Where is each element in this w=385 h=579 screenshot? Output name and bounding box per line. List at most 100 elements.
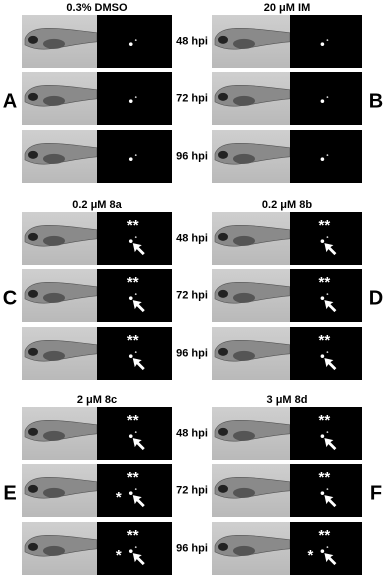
image-row: ** <box>22 327 172 380</box>
fluorescence-image <box>97 269 172 322</box>
fluorescent-spot <box>134 546 137 549</box>
fluorescent-spot <box>134 154 137 157</box>
panel-title: 20 μM IM <box>264 2 310 14</box>
fluorescence-image <box>97 522 172 575</box>
fluorescent-spot <box>128 296 133 300</box>
time-label: 48 hpi <box>176 427 208 439</box>
fluorescence-image <box>97 464 172 517</box>
panel-letter: B <box>369 90 383 112</box>
image-row: ** <box>22 407 172 460</box>
fish-yolk <box>43 235 65 246</box>
annotation: * <box>116 547 122 564</box>
fish-eye <box>218 542 228 551</box>
time-label: 72 hpi <box>176 289 208 301</box>
image-row <box>212 130 362 183</box>
fluorescent-spot <box>326 96 329 99</box>
fish-yolk <box>43 430 65 441</box>
fish-yolk <box>233 350 255 361</box>
fish-eye <box>28 150 38 159</box>
fluorescent-spot <box>134 293 137 296</box>
fluorescent-spot <box>128 239 133 243</box>
fluorescent-spot <box>128 42 133 46</box>
fluorescent-spot <box>326 431 329 434</box>
fish-yolk <box>233 545 255 556</box>
fish-yolk <box>43 38 65 49</box>
fish-yolk <box>233 235 255 246</box>
fluorescence-image <box>97 407 172 460</box>
arrow <box>132 438 145 451</box>
fish-yolk <box>233 95 255 106</box>
image-row <box>22 15 172 68</box>
image-row: ** <box>212 269 362 322</box>
fluorescent-spot <box>134 96 137 99</box>
arrow <box>324 553 337 566</box>
annotation: ** <box>319 527 331 544</box>
panel-letter: A <box>3 90 17 112</box>
fish-eye <box>218 232 228 241</box>
annotation: ** <box>319 412 331 429</box>
fish-eye <box>218 347 228 356</box>
fish-eye <box>28 484 38 493</box>
fish-yolk <box>43 350 65 361</box>
annotation: ** <box>127 412 139 429</box>
fluorescence-image <box>290 72 362 125</box>
arrow <box>324 438 337 451</box>
annotation: ** <box>319 217 331 234</box>
fluorescence-image <box>290 327 362 380</box>
fluorescence-image <box>97 212 172 265</box>
fluorescent-spot <box>128 549 133 553</box>
fish-eye <box>28 289 38 298</box>
fish-yolk <box>233 153 255 164</box>
time-label: 72 hpi <box>176 92 208 104</box>
time-label: 96 hpi <box>176 347 208 359</box>
fish-eye <box>218 150 228 159</box>
panel-title: 0.3% DMSO <box>66 2 128 14</box>
image-row <box>22 72 172 125</box>
panel-letter: D <box>369 287 383 309</box>
annotation: ** <box>319 274 331 291</box>
arrow <box>132 243 145 256</box>
arrow <box>132 495 145 508</box>
annotation: ** <box>319 332 331 349</box>
fluorescence-image <box>97 130 172 183</box>
fluorescence-image <box>290 130 362 183</box>
annotation: ** <box>127 217 139 234</box>
fish-eye <box>218 484 228 493</box>
fluorescent-spot <box>320 354 325 358</box>
fish-eye <box>28 232 38 241</box>
panel-title: 0.2 μM 8a <box>72 199 122 211</box>
panel-title: 0.2 μM 8b <box>262 199 312 211</box>
fluorescence-image <box>97 72 172 125</box>
image-row: ** <box>22 269 172 322</box>
fish-eye <box>218 92 228 101</box>
image-row <box>22 130 172 183</box>
fish-yolk <box>43 545 65 556</box>
panel-letter: C <box>3 287 17 309</box>
fluorescent-spot <box>326 546 329 549</box>
image-row <box>212 72 362 125</box>
fluorescent-spot <box>128 157 133 161</box>
fluorescence-image <box>290 269 362 322</box>
image-row: ** <box>212 327 362 380</box>
fluorescent-spot <box>326 488 329 491</box>
image-row <box>212 15 362 68</box>
time-label: 72 hpi <box>176 484 208 496</box>
fish-yolk <box>43 487 65 498</box>
fluorescent-spot <box>320 157 325 161</box>
image-row: ** <box>22 212 172 265</box>
fluorescence-image <box>290 522 362 575</box>
image-row: ** <box>212 464 362 517</box>
fluorescent-spot <box>320 434 325 438</box>
fluorescent-spot <box>326 236 329 239</box>
fluorescent-spot <box>128 99 133 103</box>
time-label: 96 hpi <box>176 542 208 554</box>
panel-letter: E <box>3 482 16 504</box>
fish-eye <box>28 35 38 44</box>
image-row: *** <box>212 522 362 575</box>
fluorescence-image <box>290 15 362 68</box>
panel-letter: F <box>370 482 382 504</box>
time-label: 48 hpi <box>176 232 208 244</box>
panel-title: 2 μM 8c <box>77 394 117 406</box>
fish-eye <box>28 347 38 356</box>
fish-eye <box>218 289 228 298</box>
